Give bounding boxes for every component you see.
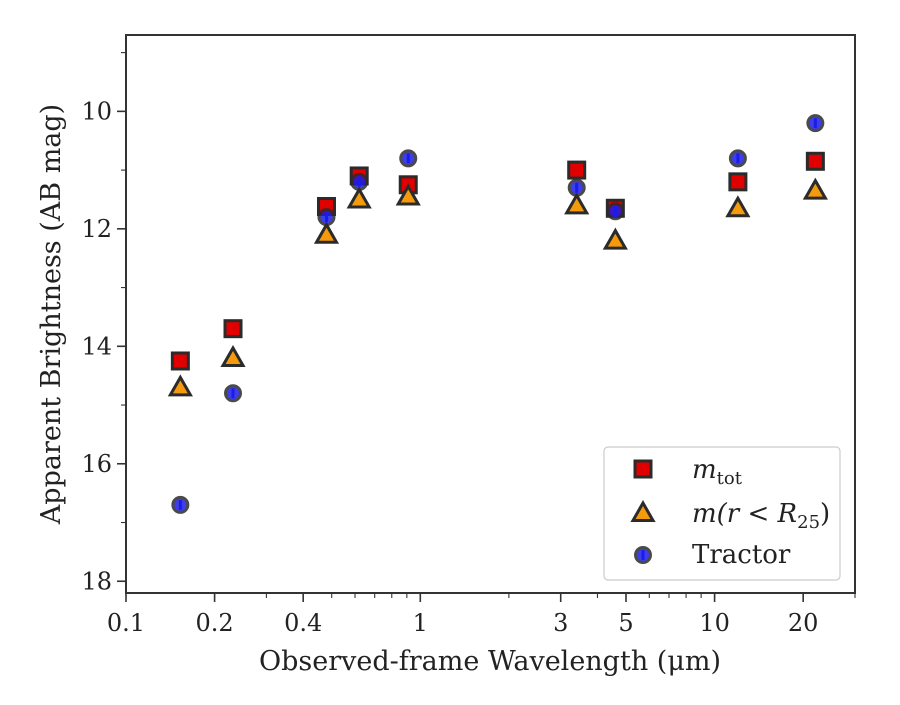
legend-label-mtot: mtot [692,455,743,489]
legend-mr25-main: m(r < R [692,499,797,529]
y-tick-label: 10 [81,97,112,125]
mr25-point [346,186,372,209]
mr25-point [220,345,246,368]
tractor-point [224,384,243,403]
legend-tractor-marker [634,546,652,564]
tractor-point [806,114,825,133]
x-tick-label: 0.4 [284,609,322,637]
legend-markers [630,459,656,564]
y-tick-label: 18 [81,567,112,595]
legend-label-mr25: m(r < R25) [692,499,830,533]
legend-mtot-main: m [692,455,717,485]
mtot-point [805,151,825,171]
x-tick-label: 20 [788,609,819,637]
legend-mr25-marker [630,499,656,522]
legend-mtot-marker [633,459,653,479]
x-tick-label: 0.2 [196,609,234,637]
x-tick-label: 0.1 [107,609,145,637]
tractor-point [171,495,190,514]
legend-mr25-tail: ) [820,499,830,529]
y-axis-title: Apparent Brightness (AB mag) [36,104,67,525]
mr25-point [725,195,751,218]
tractor-point [606,202,625,221]
x-tick-label: 5 [618,609,633,637]
mtot-point [567,160,587,180]
tractor-point [317,208,336,227]
points-layer [167,114,828,514]
mr25-point [313,221,340,244]
y-tick-label: 14 [81,332,112,360]
mr25-point [167,374,193,397]
mr25-point [602,227,628,250]
tractor-point [399,149,418,168]
mr25-point [802,177,828,200]
legend: mtot m(r < R25) Tractor [603,446,841,581]
tractor-point [350,172,369,191]
tractor-point [728,149,747,168]
y-tick-label: 12 [81,215,112,243]
mr25-point [395,183,421,206]
x-tick-label: 10 [699,609,730,637]
ticks-layer: 0.1 0.2 0.4 1 3 5 10 20 10 12 14 16 18 [81,52,856,637]
legend-mtot-sub: tot [717,468,743,489]
x-axis-title: Observed-frame Wavelength (μm) [259,646,721,677]
legend-label-tractor: Tractor [692,540,791,570]
x-tick-label: 3 [553,609,568,637]
mr25-point [564,192,590,215]
legend-frame [603,446,841,581]
legend-mr25-sub: 25 [797,512,820,533]
mtot-point [728,172,748,192]
x-tick-label: 1 [413,609,428,637]
tractor-point [567,178,586,197]
plot-frame [125,34,856,594]
y-tick-label: 16 [81,450,112,478]
mtot-point [223,319,243,339]
mtot-point [170,351,190,371]
